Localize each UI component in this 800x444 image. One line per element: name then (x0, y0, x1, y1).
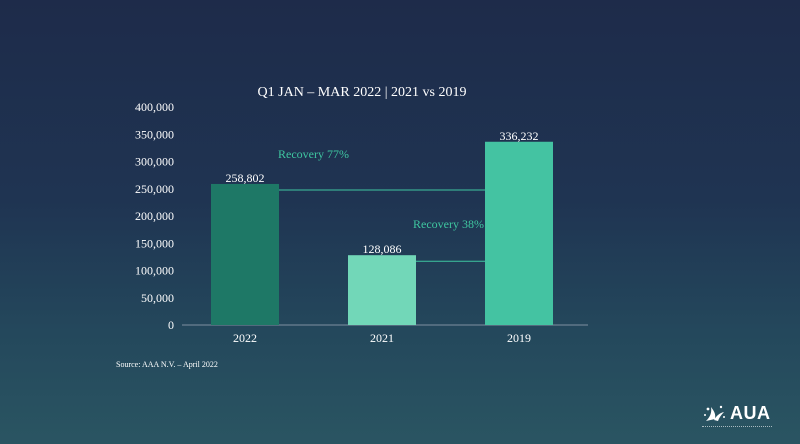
x-tick-label: 2019 (507, 331, 531, 345)
y-tick-label: 200,000 (135, 209, 174, 223)
aua-logo: AUA (702, 401, 772, 427)
bar-2019 (485, 141, 553, 325)
logo-tagline-line (702, 426, 772, 429)
y-tick-label: 0 (168, 318, 174, 332)
bar-2022 (211, 183, 279, 325)
y-tick-label: 350,000 (135, 127, 174, 141)
data-label-2021: 128,086 (363, 242, 402, 256)
recovery-annotation: Recovery 77% (278, 147, 349, 161)
bar-2021 (348, 255, 416, 325)
data-label-2022: 258,802 (226, 171, 265, 185)
x-tick-label: 2021 (370, 331, 394, 345)
y-tick-label: 100,000 (135, 264, 174, 278)
y-tick-label: 150,000 (135, 236, 174, 250)
y-tick-label: 50,000 (141, 291, 174, 305)
y-tick-label: 300,000 (135, 155, 174, 169)
recovery-annotation: Recovery 38% (413, 217, 484, 231)
data-label-2019: 336,232 (500, 129, 539, 143)
bird-splash-icon (704, 405, 725, 421)
source-note: Source: AAA N.V. – April 2022 (116, 360, 218, 369)
chart-title: Q1 JAN – MAR 2022 | 2021 vs 2019 (258, 85, 467, 100)
y-tick-label: 250,000 (135, 182, 174, 196)
x-tick-label: 2022 (233, 331, 257, 345)
y-tick-label: 400,000 (135, 100, 174, 114)
logo-text: AUA (730, 403, 771, 423)
